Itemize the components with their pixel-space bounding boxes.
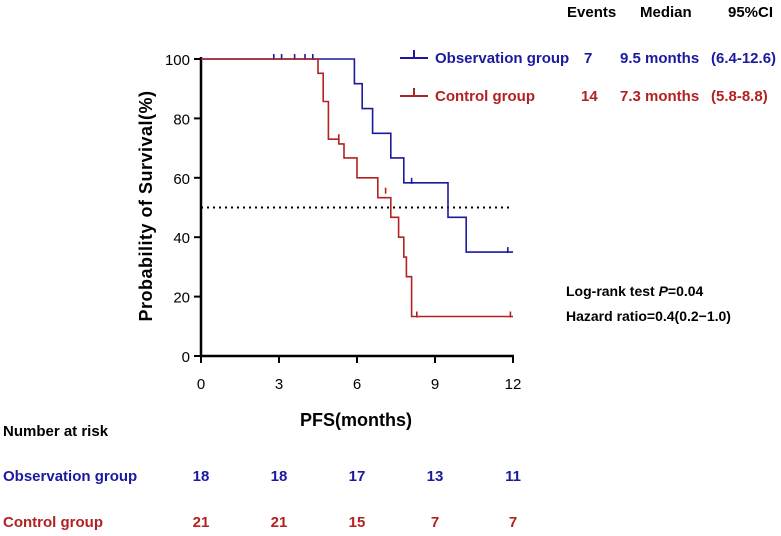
risk-observation-t3: 18	[271, 468, 288, 485]
y-axis-label: Probability of Survival(%)	[136, 90, 156, 321]
hazard-ratio-annotation: Hazard ratio=0.4(0.2−1.0)	[566, 308, 731, 324]
risk-control-t12: 7	[509, 514, 517, 531]
legend-control: Control group 14 7.3 months (5.8-8.8)	[400, 88, 768, 105]
risk-table-title: Number at risk	[3, 423, 109, 440]
x-tick-label-0: 0	[197, 376, 205, 393]
legend-control-name: Control group	[435, 88, 535, 105]
logrank-annotation: Log-rank test P=0.04	[566, 283, 704, 299]
survival-curves	[201, 54, 513, 318]
risk-observation-t6: 17	[349, 468, 366, 485]
x-tick-label-3: 3	[275, 376, 283, 393]
risk-control-t0: 21	[193, 514, 210, 531]
legend-control-ci: (5.8-8.8)	[711, 88, 768, 105]
risk-control-t3: 21	[271, 514, 288, 531]
legend-header-median: Median	[640, 4, 692, 21]
legend-header-events: Events	[567, 4, 616, 21]
y-tick-label-40: 40	[173, 230, 190, 247]
x-axis-label: PFS(months)	[300, 410, 412, 430]
risk-control-t6: 15	[349, 514, 366, 531]
risk-row-control-label: Control group	[3, 514, 103, 531]
control-survival-curve	[201, 58, 513, 318]
legend-observation-ci: (6.4-12.6)	[711, 50, 776, 67]
risk-table-cells: 18 18 17 13 11 21 21 15 7 7	[193, 468, 521, 531]
legend-observation-median: 9.5 months	[620, 50, 699, 67]
legend-observation-name: Observation group	[435, 50, 569, 67]
risk-row-observation-label: Observation group	[3, 468, 137, 485]
legend-observation: Observation group 7 9.5 months (6.4-12.6…	[400, 50, 776, 67]
y-tick-label-60: 60	[173, 171, 190, 188]
y-tick-label-100: 100	[165, 52, 190, 69]
logrank-value: =0.04	[668, 283, 704, 299]
logrank-p: P	[659, 283, 669, 299]
risk-control-t9: 7	[431, 514, 439, 531]
legend-control-events: 14	[581, 88, 598, 105]
observation-survival-curve	[201, 58, 513, 253]
axes: 0 20 40 60 80 100 0 3 6 9 12	[165, 52, 521, 393]
y-tick-label-20: 20	[173, 290, 190, 307]
x-tick-label-6: 6	[353, 376, 361, 393]
y-tick-label-0: 0	[182, 349, 190, 366]
legend-header-ci: 95%CI	[728, 4, 773, 21]
x-tick-label-12: 12	[505, 376, 522, 393]
legend-control-median: 7.3 months	[620, 88, 699, 105]
x-tick-label-9: 9	[431, 376, 439, 393]
risk-observation-t0: 18	[193, 468, 210, 485]
risk-observation-t9: 13	[427, 468, 444, 485]
logrank-prefix: Log-rank test	[566, 283, 659, 299]
risk-observation-t12: 11	[505, 468, 521, 485]
legend-observation-events: 7	[584, 50, 592, 67]
y-tick-label-80: 80	[173, 111, 190, 128]
